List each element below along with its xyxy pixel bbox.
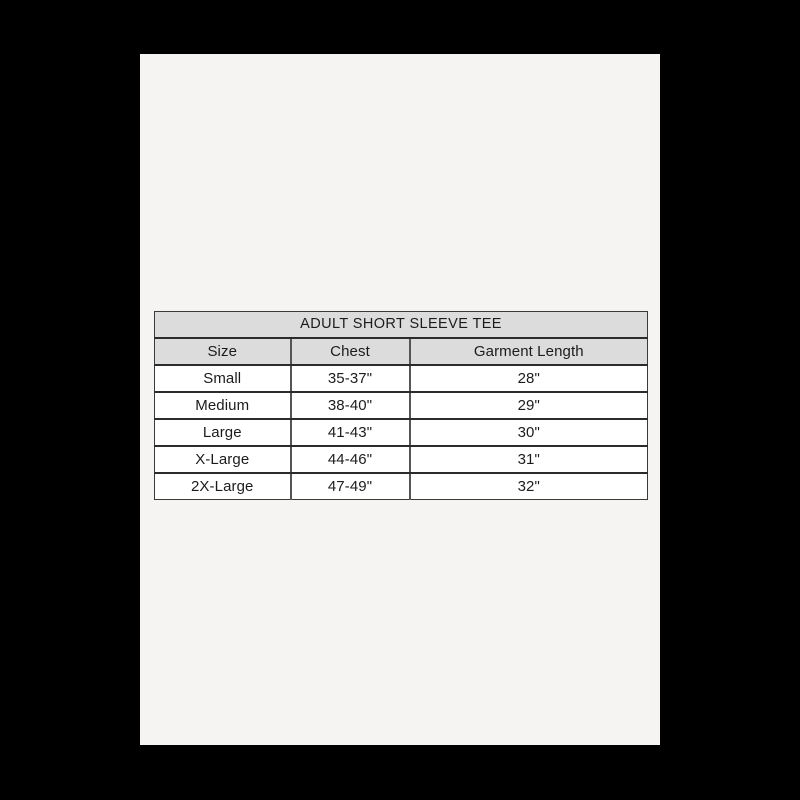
cell-size: Small xyxy=(154,365,291,393)
table-row: Small 35-37" 28" xyxy=(154,365,648,393)
cell-garment-length: 32" xyxy=(408,473,648,500)
cell-chest: 41-43" xyxy=(289,419,410,447)
table-row: X-Large 44-46" 31" xyxy=(154,446,648,474)
column-header-garment-length: Garment Length xyxy=(408,338,648,366)
size-chart-title-row: ADULT SHORT SLEEVE TEE xyxy=(154,311,648,339)
cell-garment-length: 31" xyxy=(408,446,648,474)
cell-size: Medium xyxy=(154,392,291,420)
cell-chest: 47-49" xyxy=(289,473,410,500)
cell-chest: 38-40" xyxy=(289,392,410,420)
cell-chest: 44-46" xyxy=(289,446,410,474)
size-chart-title: ADULT SHORT SLEEVE TEE xyxy=(154,311,648,339)
column-header-chest: Chest xyxy=(289,338,410,366)
cell-size: Large xyxy=(154,419,291,447)
size-chart-header-row: Size Chest Garment Length xyxy=(154,338,648,366)
cell-size: X-Large xyxy=(154,446,291,474)
cell-garment-length: 30" xyxy=(408,419,648,447)
cell-garment-length: 28" xyxy=(408,365,648,393)
size-chart-table: ADULT SHORT SLEEVE TEE Size Chest Garmen… xyxy=(154,311,649,500)
cell-size: 2X-Large xyxy=(154,473,291,500)
cell-garment-length: 29" xyxy=(408,392,648,420)
table-row: 2X-Large 47-49" 32" xyxy=(154,473,648,500)
table-row: Medium 38-40" 29" xyxy=(154,392,648,420)
table-row: Large 41-43" 30" xyxy=(154,419,648,447)
cell-chest: 35-37" xyxy=(289,365,410,393)
product-image-panel: ADULT SHORT SLEEVE TEE Size Chest Garmen… xyxy=(140,54,660,745)
column-header-size: Size xyxy=(154,338,291,366)
